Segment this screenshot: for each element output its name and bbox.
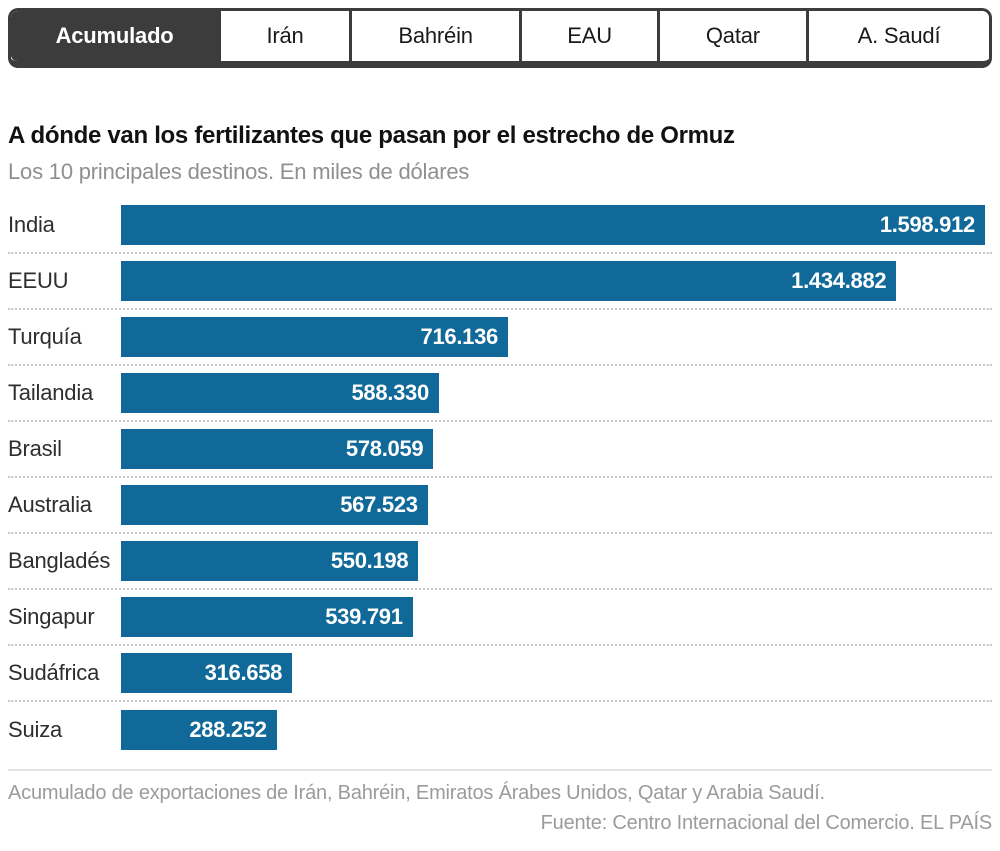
- category-label: Brasil: [8, 436, 62, 461]
- chart-row: Sudáfrica 316.658: [8, 646, 992, 702]
- bar: 316.658: [121, 653, 293, 693]
- bar-value-label: 550.198: [330, 548, 409, 573]
- bar-track: 288.252: [121, 710, 985, 750]
- tab-bahrein[interactable]: Bahréin: [348, 11, 520, 61]
- tab-qatar[interactable]: Qatar: [656, 11, 806, 61]
- bar-value-label: 716.136: [420, 324, 499, 349]
- footnote: Acumulado de exportaciones de Irán, Bahr…: [8, 782, 825, 804]
- bar: 550.198: [121, 541, 419, 581]
- category-label: Suiza: [8, 717, 63, 742]
- tab-iran[interactable]: Irán: [218, 11, 349, 61]
- chart-row: EEUU 1.434.882: [8, 254, 992, 310]
- bar: 1.598.912: [121, 205, 985, 245]
- bar: 588.330: [121, 373, 439, 413]
- chart-row: Tailandia 588.330: [8, 366, 992, 422]
- tab-bar: Acumulado Irán Bahréin EAU Qatar A. Saudí: [8, 8, 992, 68]
- tab-acumulado[interactable]: Acumulado: [11, 11, 219, 61]
- tab-eau[interactable]: EAU: [519, 11, 657, 61]
- chart-row: Brasil 578.059: [8, 422, 992, 478]
- chart-row: Bangladés 550.198: [8, 534, 992, 590]
- bar-track: 578.059: [121, 429, 985, 469]
- bar: 567.523: [121, 485, 428, 525]
- chart-row: Suiza 288.252: [8, 702, 992, 758]
- category-label: EEUU: [8, 268, 69, 293]
- bar-value-label: 288.252: [189, 717, 267, 742]
- footer-divider: [8, 769, 992, 771]
- bar: 1.434.882: [121, 261, 897, 301]
- chart-row: India 1.598.912: [8, 198, 992, 254]
- bar: 539.791: [121, 597, 413, 637]
- bar-value-label: 567.523: [340, 492, 418, 517]
- bar: 578.059: [121, 429, 434, 469]
- bar-track: 316.658: [121, 653, 985, 693]
- chart-row: Singapur 539.791: [8, 590, 992, 646]
- source-credit: Fuente: Centro Internacional del Comerci…: [540, 812, 993, 834]
- tab-a-saudi[interactable]: A. Saudí: [805, 11, 989, 61]
- category-label: India: [8, 212, 55, 237]
- bar-value-label: 316.658: [204, 660, 283, 685]
- bar-value-label: 1.598.912: [879, 212, 975, 237]
- chart-subtitle: Los 10 principales destinos. En miles de…: [8, 159, 470, 184]
- bar-track: 550.198: [121, 541, 985, 581]
- bar-chart: India 1.598.912 EEUU 1.434.882 Turquía 716.13…: [8, 198, 992, 758]
- bar-track: 716.136: [121, 317, 985, 357]
- chart-row: Turquía 716.136: [8, 310, 992, 366]
- bar: 716.136: [121, 317, 508, 357]
- bar-track: 539.791: [121, 597, 985, 637]
- bar: 288.252: [121, 710, 277, 750]
- category-label: Australia: [8, 492, 92, 517]
- category-label: Bangladés: [8, 548, 111, 573]
- category-label: Sudáfrica: [8, 660, 100, 685]
- bar-value-label: 1.434.882: [791, 268, 887, 293]
- category-label: Turquía: [8, 324, 82, 349]
- category-label: Tailandia: [8, 380, 94, 405]
- chart-row: Australia 567.523: [8, 478, 992, 534]
- bar-value-label: 578.059: [345, 436, 424, 461]
- bar-track: 567.523: [121, 485, 985, 525]
- bar-track: 1.434.882: [121, 261, 985, 301]
- bar-value-label: 588.330: [351, 380, 429, 405]
- chart-title: A dónde van los fertilizantes que pasan …: [8, 122, 735, 149]
- bar-value-label: 539.791: [325, 604, 403, 629]
- category-label: Singapur: [8, 604, 95, 629]
- bar-track: 1.598.912: [121, 205, 985, 245]
- bar-track: 588.330: [121, 373, 985, 413]
